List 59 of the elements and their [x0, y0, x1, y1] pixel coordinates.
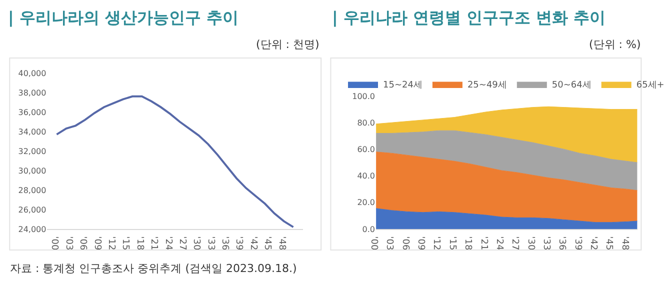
y-tick-label: 40,000	[18, 68, 46, 78]
x-tick-label: '09	[92, 236, 102, 250]
text: 자료 : 통계청 인구총조사 중위추계 (검색일 2023.09.18.)	[10, 262, 297, 275]
y-tick-label: 38,000	[18, 88, 46, 98]
y-tick-label: 20.0	[357, 198, 376, 208]
x-tick-label: '12	[431, 236, 442, 250]
x-tick-label: '24	[162, 236, 173, 250]
x-tick-label: '42	[588, 236, 598, 250]
chart-title: | 우리나라의 생산가능인구 추이	[8, 8, 239, 27]
y-tick-label: 24,000	[18, 224, 46, 234]
x-tick-label: '09	[416, 236, 426, 250]
y-tick-label: 0.0	[362, 224, 376, 234]
x-tick-label: '00	[368, 236, 379, 250]
line-series	[56, 95, 294, 228]
y-tick-label: 60.0	[357, 145, 376, 154]
x-tick-label: '45	[604, 236, 614, 250]
legend-label: 65세+	[636, 80, 664, 91]
x-tick-label: '24	[494, 236, 504, 250]
chart-subtitle: (단위 : %)	[589, 38, 641, 51]
x-tick-label: '18	[134, 236, 144, 250]
x-tick-label: '18	[462, 236, 473, 250]
x-tick-label: '12	[106, 236, 116, 250]
x-tick-label: '33	[205, 236, 216, 250]
y-tick-label: 30,000	[18, 166, 46, 176]
x-tick-label: '36	[556, 236, 567, 250]
y-tick-label: 100.0	[352, 92, 376, 101]
x-tick-label: '36	[220, 236, 230, 250]
x-tick-label: '27	[176, 236, 187, 250]
y-tick-label: 36,000	[18, 108, 46, 117]
x-tick-label: '48	[276, 236, 286, 250]
x-tick-label: '06	[78, 236, 88, 250]
x-tick-label: '00	[49, 236, 60, 250]
legend-label: 25~49세	[467, 80, 507, 91]
x-tick-label: '21	[478, 236, 488, 250]
x-tick-label: '42	[248, 236, 258, 250]
x-tick-label: '39	[572, 236, 582, 250]
x-tick-label: '06	[400, 236, 410, 250]
y-tick-label: 26,000	[18, 205, 46, 214]
x-tick-label: '30	[525, 236, 536, 250]
x-tick-label: '03	[384, 236, 394, 250]
y-tick-label: 32,000	[18, 146, 46, 156]
legend-label: 50~64세	[552, 80, 592, 91]
x-tick-label: '30	[191, 236, 202, 250]
x-tick-label: '33	[540, 236, 551, 250]
legend-label: 15~24세	[383, 80, 422, 91]
x-tick-label: '15	[446, 236, 457, 250]
chart-subtitle: (단위 : 천명)	[256, 38, 320, 51]
y-tick-label: 80.0	[357, 118, 376, 128]
x-tick-label: '27	[510, 236, 520, 250]
y-tick-label: 40.0	[357, 172, 376, 181]
chart-title: | 우리나라 연령별 인구구조 변화 추이	[332, 8, 606, 27]
x-tick-label: '15	[120, 236, 130, 250]
y-tick-label: 34,000	[18, 127, 46, 136]
x-tick-label: '21	[148, 236, 159, 250]
x-tick-label: '48	[619, 236, 630, 250]
y-tick-label: 28,000	[18, 186, 46, 195]
x-tick-label: '03	[63, 236, 74, 250]
x-tick-label: '39	[234, 236, 244, 250]
x-tick-label: '45	[262, 236, 272, 250]
